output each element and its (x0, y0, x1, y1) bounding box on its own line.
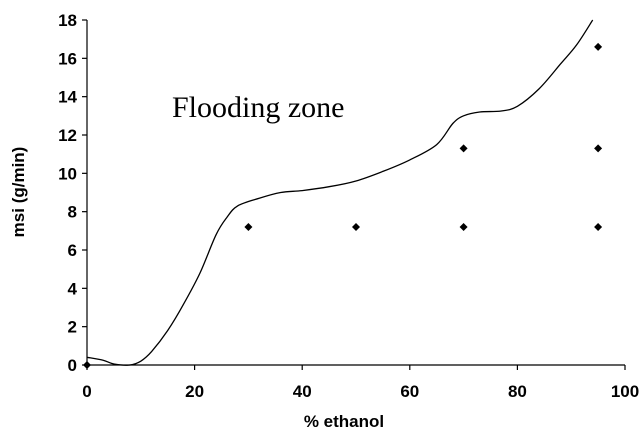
x-axis-title: % ethanol (304, 412, 384, 431)
y-tick-label: 14 (58, 88, 77, 107)
data-point-marker (594, 144, 603, 153)
data-point-marker (352, 223, 360, 231)
y-tick-label: 0 (68, 356, 77, 375)
data-point-marker (594, 42, 603, 51)
data-point-marker (244, 223, 253, 231)
x-tick-label: 60 (400, 382, 419, 401)
x-tick-label: 100 (611, 382, 639, 401)
data-point-marker (459, 144, 468, 153)
data-point-marker (459, 223, 468, 231)
y-tick-label: 18 (58, 11, 77, 30)
data-points (83, 42, 603, 369)
y-tick-label: 10 (58, 164, 77, 183)
y-axis-title: msi (g/min) (9, 147, 28, 238)
x-tick-label: 40 (293, 382, 312, 401)
flooding-zone-annotation: Flooding zone (172, 91, 345, 124)
x-axis-ticks: 0 20 40 60 80 100 (82, 365, 639, 401)
y-tick-label: 8 (68, 203, 77, 222)
y-axis-ticks: 0 2 4 6 8 10 12 14 16 18 (58, 11, 87, 375)
y-tick-label: 6 (68, 241, 77, 260)
flooding-boundary-curve (86, 19, 594, 366)
x-tick-label: 0 (82, 382, 91, 401)
y-tick-label: 2 (68, 318, 77, 337)
data-point-marker (83, 361, 91, 369)
data-point-marker (594, 223, 603, 231)
y-tick-label: 4 (68, 279, 78, 298)
y-tick-label: 16 (58, 49, 77, 68)
x-tick-label: 20 (185, 382, 204, 401)
y-tick-label: 12 (58, 126, 77, 145)
x-tick-label: 80 (508, 382, 527, 401)
